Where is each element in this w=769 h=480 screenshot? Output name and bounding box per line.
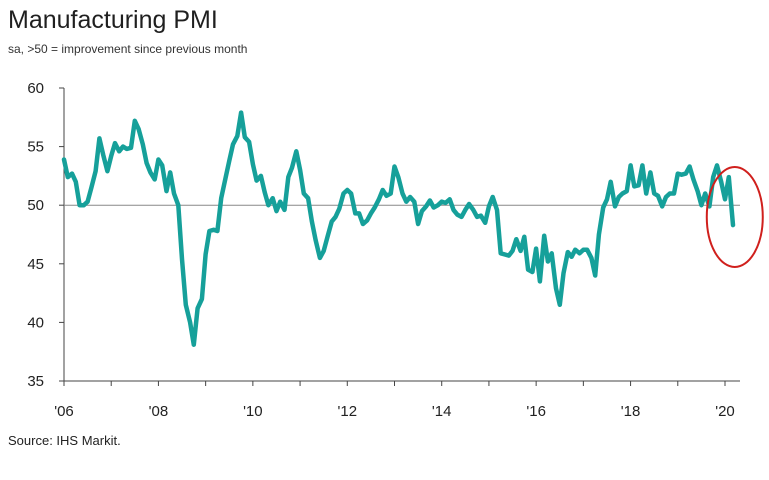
chart-title: Manufacturing PMI bbox=[8, 6, 218, 34]
y-tick-label: 60 bbox=[27, 80, 44, 97]
source-note: Source: IHS Markit. bbox=[8, 433, 121, 448]
x-tick-label: '16 bbox=[526, 403, 546, 420]
x-axis: '06 '08 '10 '12 '14 '16 '18 '20 bbox=[54, 381, 735, 420]
y-tick-label: 40 bbox=[27, 314, 44, 331]
x-tick-label: '20 bbox=[715, 403, 735, 420]
x-tick-label: '18 bbox=[621, 403, 641, 420]
x-tick-label: '14 bbox=[432, 403, 452, 420]
chart-subtitle: sa, >50 = improvement since previous mon… bbox=[8, 42, 248, 56]
x-tick-label: '08 bbox=[149, 403, 169, 420]
pmi-series-line bbox=[61, 110, 736, 347]
y-tick-label: 50 bbox=[27, 197, 44, 214]
y-tick-label: 35 bbox=[27, 373, 44, 390]
highlight-circle bbox=[705, 166, 764, 268]
x-tick-label: '10 bbox=[243, 403, 263, 420]
y-tick-label: 45 bbox=[27, 256, 44, 273]
y-axis: 60 55 50 45 40 35 bbox=[27, 80, 64, 390]
y-tick-label: 55 bbox=[27, 139, 44, 156]
x-tick-label: '12 bbox=[338, 403, 358, 420]
pmi-line-chart: 60 55 50 45 40 35 '06 '08 '10 '12 '14 '16 '18 '20 bbox=[27, 80, 764, 420]
x-tick-label: '06 bbox=[54, 403, 74, 420]
